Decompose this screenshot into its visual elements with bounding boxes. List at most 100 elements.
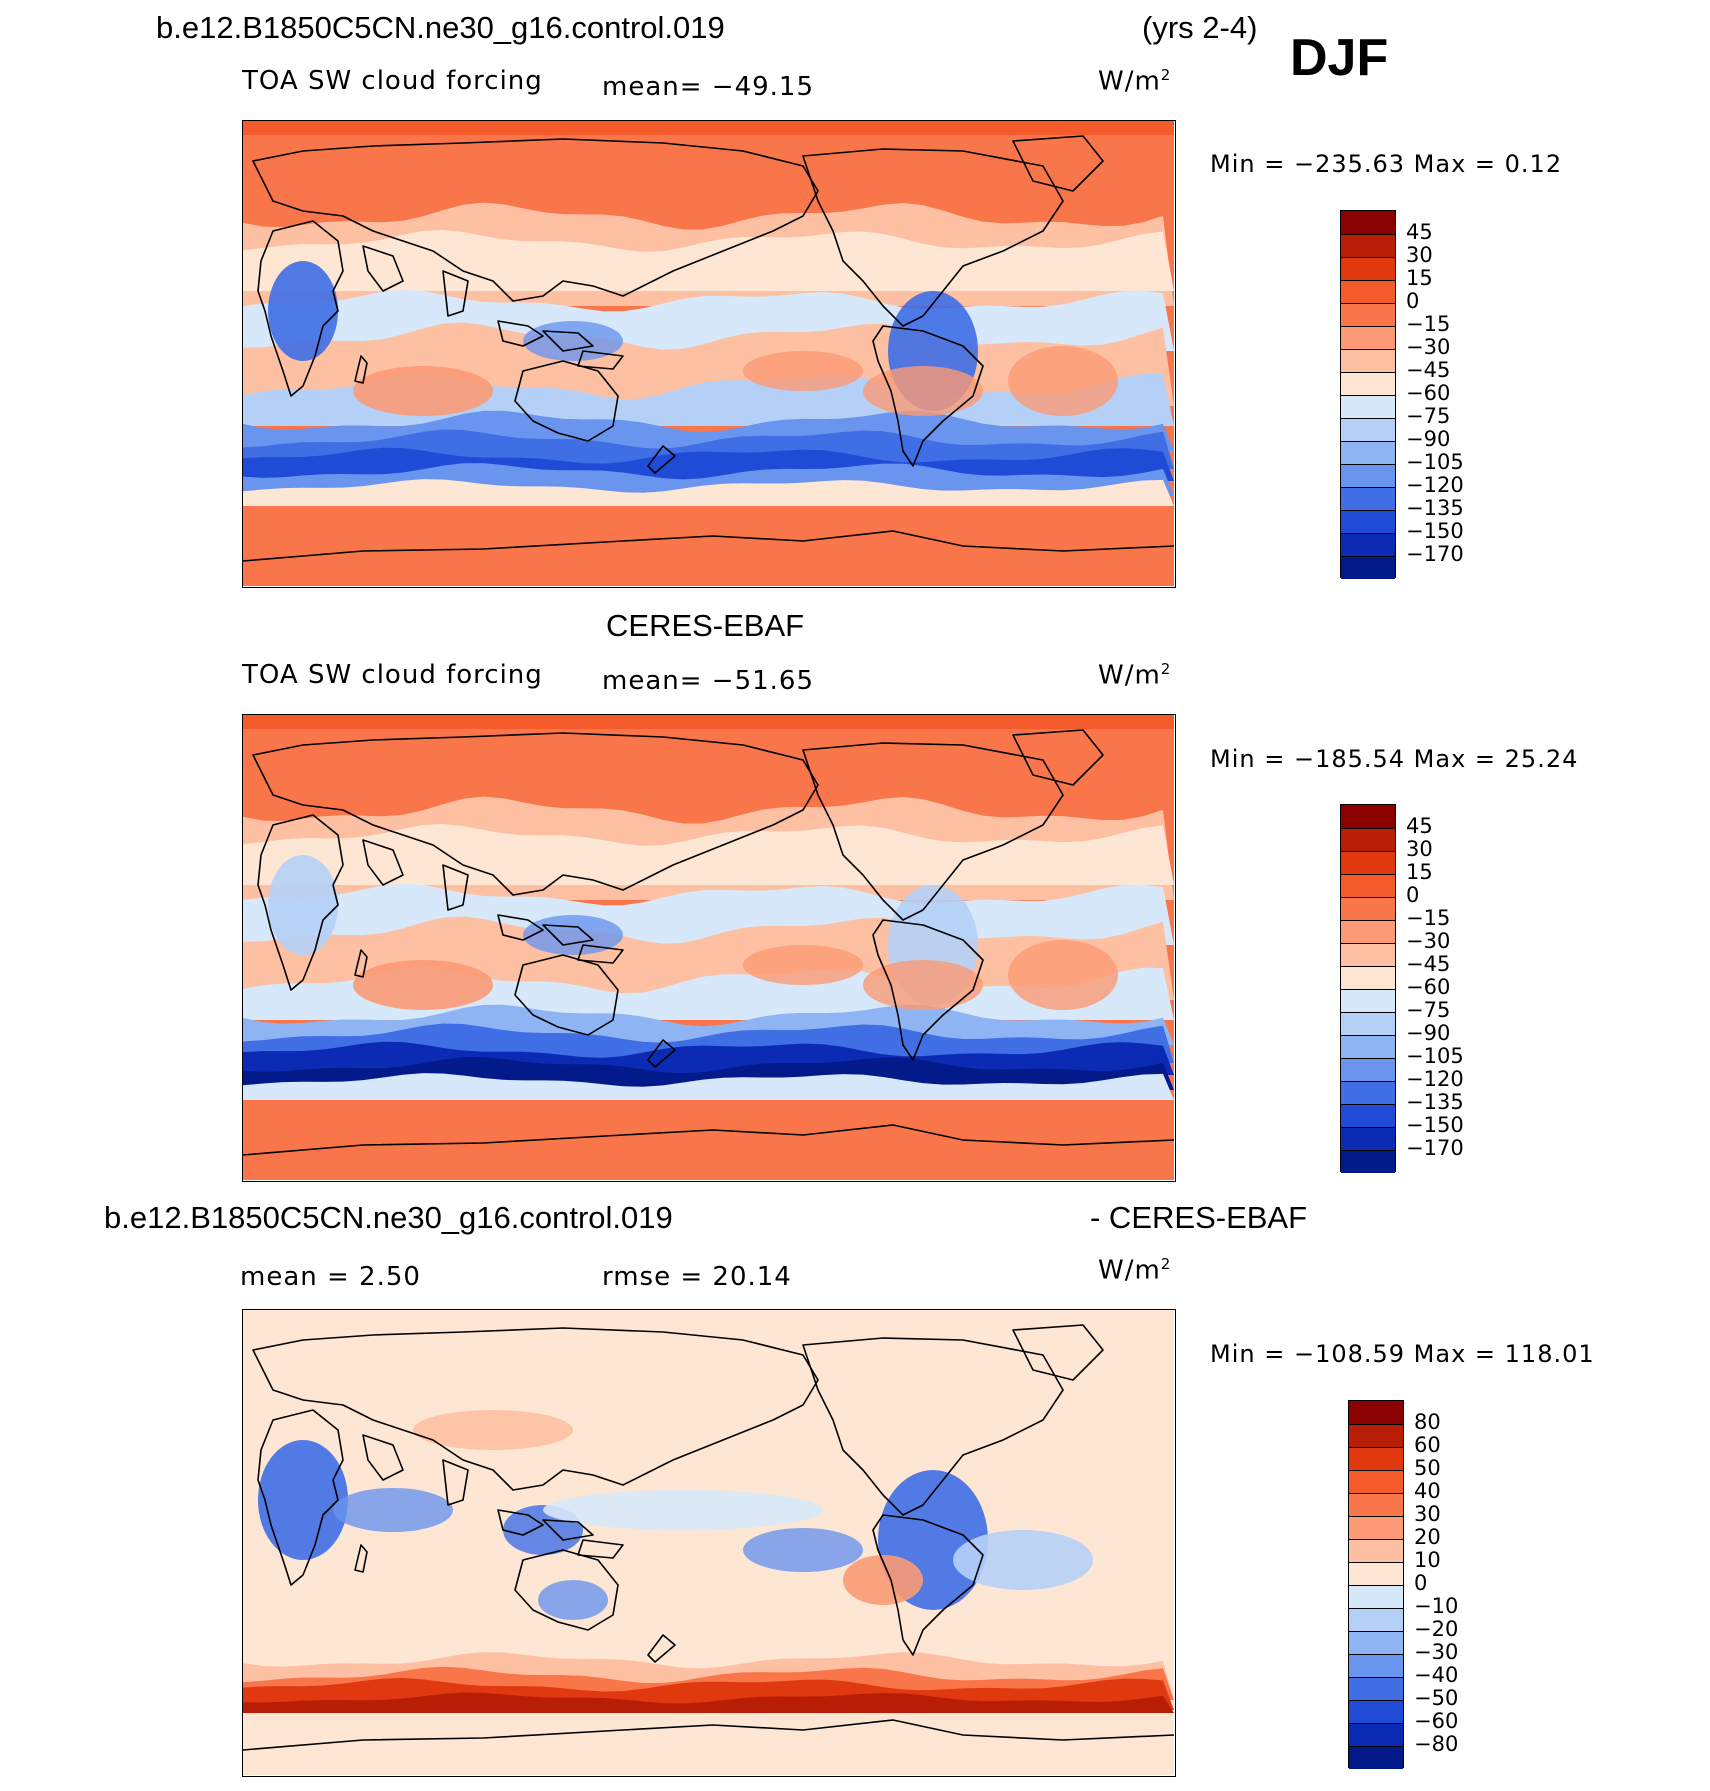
coastline	[354, 1544, 368, 1573]
colorbar-tick-label: −135	[1406, 1090, 1464, 1114]
coastline	[577, 1539, 624, 1559]
colorbar-swatch	[1341, 1035, 1395, 1058]
colorbar-tick-label: −10	[1414, 1594, 1459, 1618]
colorbar-swatch	[1341, 418, 1395, 441]
colorbar-box	[1348, 1400, 1404, 1769]
coastline	[542, 924, 594, 946]
colorbar-swatch	[1341, 487, 1395, 510]
colorbar-tick-label: −60	[1406, 975, 1451, 999]
colorbar-swatch	[1349, 1424, 1403, 1447]
colorbar-swatch	[1341, 280, 1395, 303]
colorbar-tick-label: 45	[1406, 220, 1433, 244]
colorbar-tick-label: 15	[1406, 266, 1433, 290]
colorbar-swatch	[1341, 920, 1395, 943]
colorbar-tick-label: −105	[1406, 450, 1464, 474]
field-blob	[863, 960, 983, 1010]
colorbar-swatch	[1349, 1723, 1403, 1746]
coastline	[1012, 135, 1104, 192]
coastline	[802, 1337, 1064, 1516]
colorbar-tick-label: −30	[1406, 335, 1451, 359]
panel-model-map	[242, 120, 1176, 588]
coastline	[252, 138, 819, 302]
panel-obs-title: CERES-EBAF	[606, 608, 805, 643]
colorbar-swatch	[1341, 349, 1395, 372]
colorbar-swatch	[1349, 1631, 1403, 1654]
colorbar-tick-label: −150	[1406, 519, 1464, 543]
coastline	[497, 1509, 544, 1536]
colorbar-swatch	[1341, 257, 1395, 280]
field-blob	[353, 366, 493, 416]
colorbar-tick-label: 30	[1414, 1502, 1441, 1526]
colorbar-tick-label: −50	[1414, 1686, 1459, 1710]
coastline	[243, 1124, 1174, 1156]
colorbar-swatch	[1341, 897, 1395, 920]
colorbar-tick-label: −80	[1414, 1732, 1459, 1756]
panel-obs-variable: TOA SW cloud forcing	[242, 660, 543, 690]
colorbar-swatch	[1341, 303, 1395, 326]
colorbar-swatch	[1341, 989, 1395, 1012]
colorbar-swatch	[1349, 1562, 1403, 1585]
panel-model-minmax: Min = −235.63 Max = 0.12	[1210, 150, 1563, 178]
field-blob	[268, 855, 338, 955]
coastline	[362, 1434, 404, 1481]
colorbar-swatch	[1341, 943, 1395, 966]
field-band	[243, 1100, 1174, 1180]
coastline	[257, 220, 344, 397]
colorbar-tick-label: −45	[1406, 358, 1451, 382]
colorbar-swatch	[1349, 1447, 1403, 1470]
colorbar-tick-label: 45	[1406, 814, 1433, 838]
coastline	[497, 914, 544, 941]
colorbar-tick-label: −30	[1414, 1640, 1459, 1664]
colorbar-tick-label: 80	[1414, 1410, 1441, 1434]
field-blob	[268, 261, 338, 361]
colorbar-swatch	[1341, 1104, 1395, 1127]
season-label: DJF	[1290, 29, 1389, 87]
colorbar-swatch	[1341, 1150, 1395, 1173]
coastline	[802, 148, 1064, 327]
coastline	[514, 1549, 619, 1631]
field-blob	[1008, 346, 1118, 416]
colorbar-tick-label: 0	[1406, 289, 1420, 313]
field-anomaly-blob	[538, 1580, 608, 1620]
colorbar-tick-label: 30	[1406, 243, 1433, 267]
panel-obs-map	[242, 714, 1176, 1182]
coastline	[497, 320, 544, 347]
field-anomaly-blob	[258, 1440, 348, 1560]
colorbar-tick-label: 40	[1414, 1479, 1441, 1503]
colorbar-tick-label: 60	[1414, 1433, 1441, 1457]
panel-obs-units: W/m2	[1098, 660, 1172, 691]
colorbar-tick-label: 0	[1406, 883, 1420, 907]
coastline	[514, 954, 619, 1036]
coastline	[354, 355, 368, 384]
colorbar-tick-label: −20	[1414, 1617, 1459, 1641]
panel-model-variable: TOA SW cloud forcing	[242, 66, 543, 96]
colorbar-tick-label: −90	[1406, 427, 1451, 451]
coastline	[542, 1519, 594, 1541]
field-blob	[743, 351, 863, 391]
field-blob	[743, 945, 863, 985]
panel-obs-mean: mean= −51.65	[602, 666, 815, 696]
colorbar-tick-label: −30	[1406, 929, 1451, 953]
panel-diff-minmax: Min = −108.59 Max = 118.01	[1210, 1340, 1595, 1368]
coastline	[514, 360, 619, 442]
field-band	[243, 1692, 1174, 1713]
colorbar-swatch	[1349, 1654, 1403, 1677]
panel-diff-title-left: b.e12.B1850C5CN.ne30_g16.control.019	[104, 1200, 673, 1235]
colorbar-swatch	[1341, 395, 1395, 418]
colorbar-swatch	[1341, 533, 1395, 556]
coastline	[647, 445, 676, 474]
colorbar-tick-label: −90	[1406, 1021, 1451, 1045]
colorbar-swatch	[1341, 966, 1395, 989]
panel-diff-map	[242, 1309, 1176, 1777]
field-blob	[863, 366, 983, 416]
colorbar-swatch	[1341, 326, 1395, 349]
colorbar-swatch	[1341, 211, 1395, 234]
field-anomaly-blob	[843, 1555, 923, 1605]
coastline	[442, 864, 469, 911]
colorbar-tick-label: −75	[1406, 404, 1451, 428]
field-blob	[1008, 940, 1118, 1010]
panel-diff-units: W/m2	[1098, 1255, 1172, 1286]
colorbar-swatch	[1349, 1401, 1403, 1424]
colorbar-swatch	[1349, 1608, 1403, 1631]
colorbar-tick-label: 30	[1406, 837, 1433, 861]
